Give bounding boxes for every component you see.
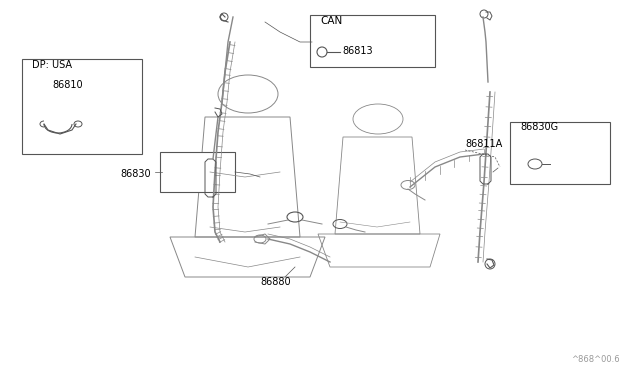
Text: 86830G: 86830G xyxy=(520,122,558,132)
Text: 86813: 86813 xyxy=(342,46,372,56)
Text: 86830: 86830 xyxy=(120,169,150,179)
Text: 86810: 86810 xyxy=(52,80,83,90)
Text: 86880: 86880 xyxy=(260,277,291,287)
Text: CAN: CAN xyxy=(320,16,342,26)
Bar xyxy=(22,59,142,154)
Text: DP: USA: DP: USA xyxy=(32,60,72,70)
Text: ^868^00.6: ^868^00.6 xyxy=(572,355,620,364)
Bar xyxy=(510,122,610,184)
Bar xyxy=(160,152,235,192)
Text: 86811A: 86811A xyxy=(465,139,502,149)
Bar xyxy=(310,15,435,67)
